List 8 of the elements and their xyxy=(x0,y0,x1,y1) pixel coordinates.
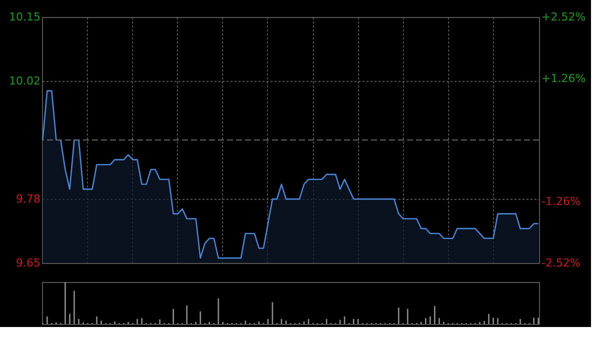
y2-tick-label: -1.26% xyxy=(542,195,580,208)
y2-tick-label: +1.26% xyxy=(542,72,586,85)
y-tick-label: 10.15 xyxy=(9,10,40,24)
y-tick-label: 10.02 xyxy=(9,74,40,88)
y2-tick-label: -2.52% xyxy=(542,256,580,270)
y2-tick-label: +2.52% xyxy=(542,10,586,24)
y-tick-label: 9.78 xyxy=(16,192,40,206)
y-tick-label: 9.65 xyxy=(16,256,40,270)
